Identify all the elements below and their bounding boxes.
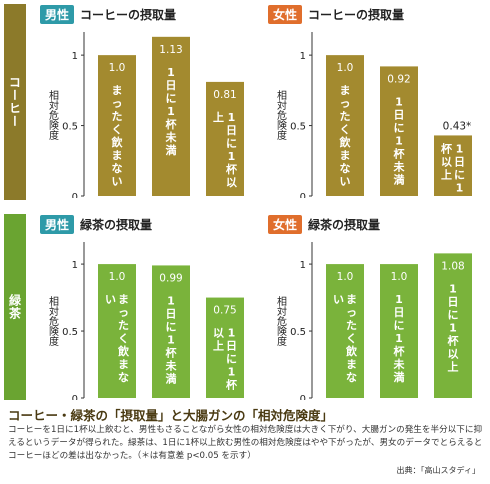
- value-label: 0.81: [213, 89, 236, 101]
- y-axis-label: 相対危険度: [47, 89, 59, 141]
- y-tick-label: 0: [72, 394, 78, 400]
- bar: [434, 253, 472, 398]
- bar: [434, 135, 472, 196]
- bar: [152, 265, 190, 398]
- value-label: 1.0: [109, 271, 126, 283]
- y-axis-label: 相対危険度: [47, 295, 59, 347]
- category-label: 1 日に 1 杯未満: [165, 66, 178, 157]
- panel-title: コーヒーの摂取量: [80, 7, 177, 22]
- value-label: 1.08: [441, 260, 464, 272]
- green-tea-section-tab: 緑茶: [4, 214, 26, 400]
- bar: [380, 264, 418, 398]
- category-label: まったく飲まない: [339, 84, 352, 188]
- value-label: 0.43*: [443, 120, 472, 132]
- panel-coffee-female: 女性 コーヒーの摂取量 相対危険度 0 0.5 1 1.0 まったく飲まない 0.92 1 日に…: [268, 4, 483, 200]
- bar: [98, 55, 136, 196]
- y-axis-label: 相対危険度: [275, 89, 287, 141]
- category-label: まったく飲まない: [111, 84, 124, 188]
- panel-green-tea-male: 男性 緑茶の摂取量 相対危険度 0 0.5 1 1.0 まったく飲まない 0.99 1 日に 1 杯…: [40, 214, 255, 400]
- y-tick-label: 0.5: [290, 327, 306, 338]
- y-tick-label: 0.5: [62, 327, 78, 338]
- panel-coffee-male: 男性 コーヒーの摂取量 相対危険度 0 0.5 1 1.0 まったく飲まない 1.13 1 日に…: [40, 4, 255, 200]
- gender-badge-male: 男性: [40, 4, 75, 24]
- value-label: 1.0: [391, 271, 408, 283]
- panel-title: 緑茶の摂取量: [80, 217, 153, 232]
- coffee-section-label: コーヒー: [7, 76, 22, 128]
- y-tick-label: 0: [300, 394, 306, 400]
- panel-header: 男性 緑茶の摂取量: [40, 214, 152, 234]
- category-label: 1 日に 1 杯未満: [393, 95, 406, 186]
- y-axis-label: 相対危険度: [275, 295, 287, 347]
- category-label: 1 日に 1 杯未満: [393, 293, 406, 384]
- value-label: 0.92: [387, 73, 410, 85]
- panel-title: 緑茶の摂取量: [308, 217, 381, 232]
- category-label: 1 日に 1 杯未満: [165, 294, 178, 385]
- panel-title: コーヒーの摂取量: [308, 7, 405, 22]
- bar: [380, 66, 418, 197]
- caption-text: コーヒーを1日に1杯以上飲むと、男性もさることながら女性の相対危険度は大きく下が…: [8, 425, 483, 461]
- value-label: 0.75: [213, 305, 236, 317]
- bar: [326, 264, 364, 398]
- category-label: まったく飲まない: [333, 293, 358, 384]
- value-label: 1.0: [337, 271, 354, 283]
- caption-title: コーヒー・緑茶の「摂取量」と大腸ガンの「相対危険度」: [8, 408, 334, 423]
- green-tea-section-label: 緑茶: [7, 294, 22, 320]
- y-tick-label: 1: [72, 51, 78, 62]
- y-tick-label: 0: [300, 192, 306, 198]
- bar: [152, 36, 190, 197]
- y-tick-label: 1: [72, 260, 78, 271]
- y-tick-label: 1: [300, 260, 306, 271]
- value-label: 0.99: [159, 272, 182, 284]
- chart-coffee-female: 相対危険度 0 0.5 1 1.0 まったく飲まない 0.92 1 日に 1 杯未満 0.43* 1 日に…: [275, 32, 472, 198]
- chart-coffee-male: 相対危険度 0 0.5 1 1.0 まったく飲まない 1.13 1 日に 1 杯未満 0.81 1 日に 1…: [47, 32, 244, 198]
- panel-header: 男性 コーヒーの摂取量: [40, 4, 176, 24]
- y-tick-label: 0.5: [62, 122, 78, 133]
- bar: [206, 297, 244, 398]
- source-note: 出典：「高山スタディ」: [396, 466, 480, 475]
- y-tick-label: 0.5: [290, 122, 306, 133]
- gender-badge-female: 女性: [268, 4, 303, 24]
- panel-green-tea-female: 女性 緑茶の摂取量 相対危険度 0 0.5 1 1.0 まったく飲まない 1.0 1 日に 1 杯未…: [268, 214, 483, 400]
- y-tick-label: 0: [72, 192, 78, 198]
- value-label: 1.0: [109, 62, 126, 74]
- panel-header: 女性 コーヒーの摂取量: [268, 4, 404, 24]
- panel-header: 女性 緑茶の摂取量: [268, 214, 380, 234]
- bar: [206, 81, 244, 196]
- value-label: 1.13: [159, 44, 182, 56]
- category-label: まったく飲まない: [105, 293, 130, 384]
- bar: [326, 55, 364, 196]
- bar: [98, 264, 136, 398]
- gender-badge-female: 女性: [268, 214, 303, 234]
- gender-badge-male: 男性: [40, 214, 75, 234]
- y-tick-label: 1: [300, 51, 306, 62]
- chart-green-tea-female: 相対危険度 0 0.5 1 1.0 まったく飲まない 1.0 1 日に 1 杯未満 1.08 1 日に 1 杯…: [275, 242, 472, 400]
- coffee-section-tab: コーヒー: [4, 4, 26, 200]
- chart-green-tea-male: 相対危険度 0 0.5 1 1.0 まったく飲まない 0.99 1 日に 1 杯未満 0.75 1 日に 1…: [47, 242, 244, 400]
- value-label: 1.0: [337, 62, 354, 74]
